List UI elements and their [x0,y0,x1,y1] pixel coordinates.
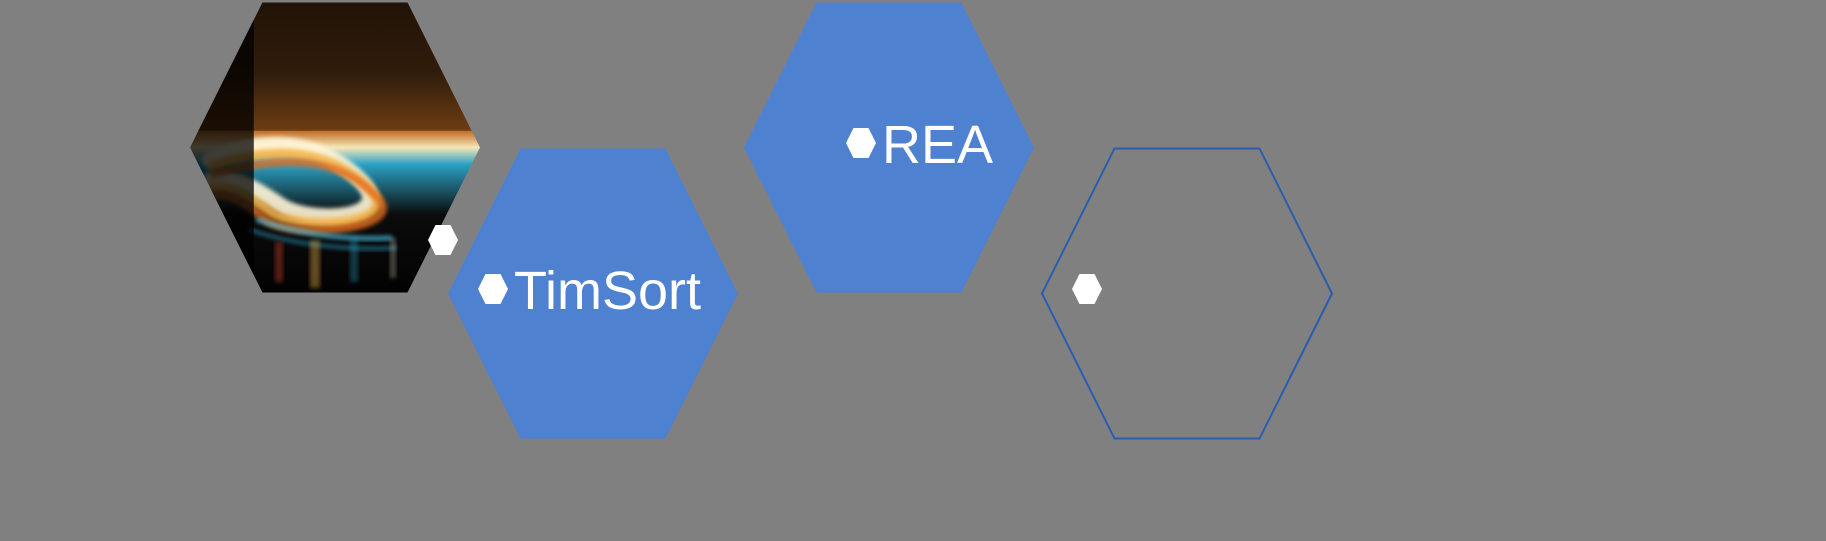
hexagon-hex-rea: REA [744,0,1034,315]
hexagon-hex-empty [1042,126,1332,461]
hexagon-hex-timsort: TimSort [448,126,738,461]
hexagon-label: REA [882,114,993,176]
diagram-canvas: TimSort REA [0,0,1826,541]
hexagon-hex-image [190,0,480,315]
hexagon-shape [1042,126,1332,461]
hexagon-label: TimSort [514,260,701,322]
hexagon-bullet-icon [1072,274,1102,304]
hexagon-shape [190,0,480,315]
